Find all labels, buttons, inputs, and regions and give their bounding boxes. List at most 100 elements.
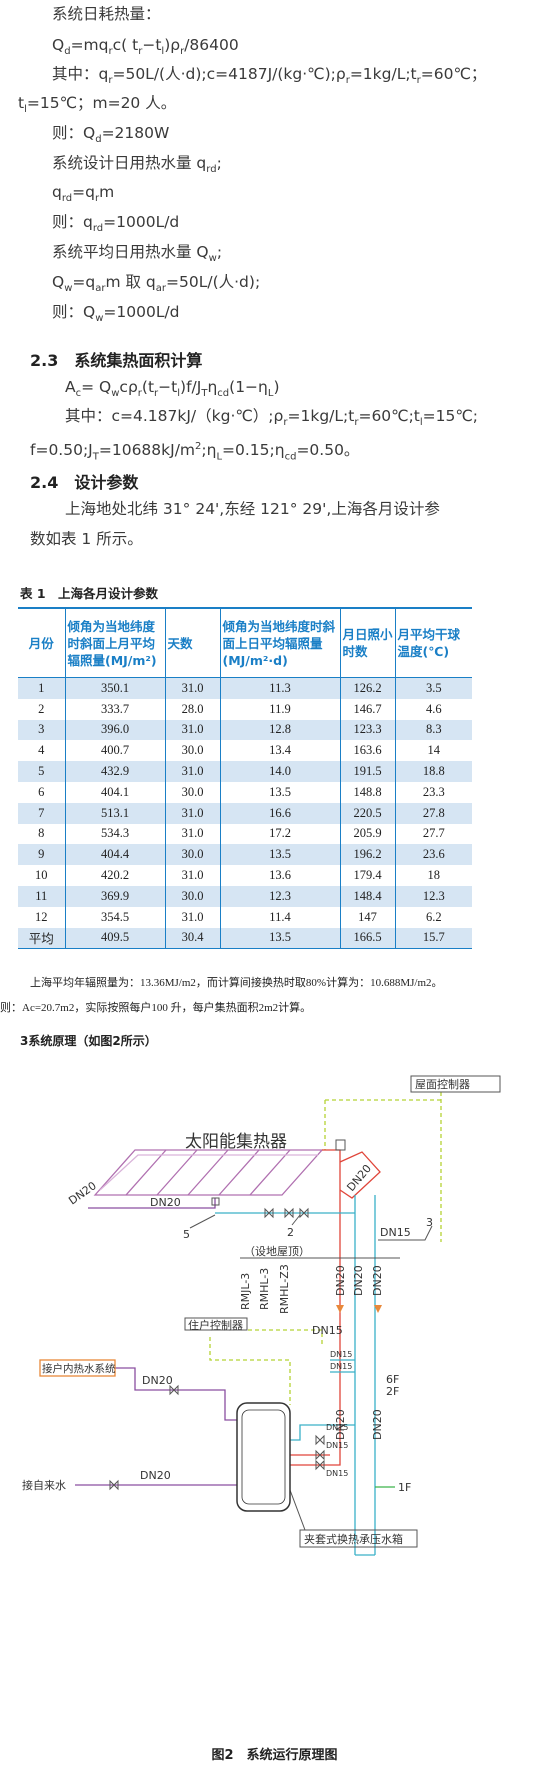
label: DN20 xyxy=(344,1162,374,1194)
column-header: 月份 xyxy=(18,607,65,678)
table-cell: 31.0 xyxy=(164,823,220,845)
text-run: =1kg/L;t xyxy=(287,407,355,425)
subscript: w xyxy=(208,253,217,265)
text-run: Q xyxy=(52,273,65,291)
label: 1F xyxy=(398,1481,411,1494)
subscript: d xyxy=(95,134,102,146)
text-run: =60℃;t xyxy=(358,407,420,425)
table-cell: 27.7 xyxy=(394,823,472,845)
text-run: 则：q xyxy=(52,213,93,231)
label: 5 xyxy=(183,1228,190,1241)
label: DN20 xyxy=(371,1265,384,1296)
text-run: /86400 xyxy=(184,36,239,54)
text-run: = Q xyxy=(81,378,112,396)
subscript: r xyxy=(180,46,185,58)
text-run: m 取 q xyxy=(105,273,156,291)
column-header: 月日照小时数 xyxy=(339,607,395,678)
text-run: q xyxy=(52,183,62,201)
table-row: 3 396.0 31.0 12.8 123.3 8.3 xyxy=(18,719,472,741)
label: 太阳能集热器 xyxy=(185,1132,287,1152)
text-run: =1000L/d xyxy=(103,213,180,231)
subscript: r xyxy=(94,193,100,205)
subscript: l xyxy=(24,104,27,116)
text-run: 其中：q xyxy=(52,65,109,83)
text-line: 系统设计日用热水量 qrd; xyxy=(52,153,222,180)
table-cell: 15.7 xyxy=(394,927,472,950)
text-run: =q xyxy=(72,273,96,291)
table-row: 11 369.9 30.0 12.3 148.4 12.3 xyxy=(18,885,472,907)
label: 6F xyxy=(386,1373,399,1386)
text-run: t xyxy=(18,94,25,112)
label: DN15 xyxy=(326,1441,348,1450)
text-run: =15℃；m=20 人。 xyxy=(26,94,177,112)
text-run: 其中：c=4.187kJ/（kg·℃）;ρ xyxy=(65,407,284,425)
table-cell: 123.3 xyxy=(339,719,395,741)
table-cell: 409.5 xyxy=(64,927,165,950)
text-line: 则：qrd=1000L/d xyxy=(52,212,179,239)
table-cell: 400.7 xyxy=(64,740,165,762)
table-cell: 6 xyxy=(38,784,45,799)
text-run: (t xyxy=(141,378,155,396)
table-cell: 13.5 xyxy=(219,927,340,950)
table-cell: 30.0 xyxy=(164,740,220,762)
table-cell: 30.4 xyxy=(164,927,220,950)
subscript: d xyxy=(64,46,71,58)
label: DN20 xyxy=(334,1409,347,1440)
label: DN20 xyxy=(140,1469,171,1482)
table-caption: 表 1 上海各月设计参数 xyxy=(20,586,159,601)
text-line: 其中：qr=50L/(人·d);c=4187J/(kg·℃);ρr=1kg/L;… xyxy=(52,64,486,91)
text-run: =2180W xyxy=(101,124,170,142)
text-line: 其中：c=4.187kJ/（kg·℃）;ρr=1kg/L;tr=60℃;tl=1… xyxy=(65,406,478,433)
table-cell: 31.0 xyxy=(164,865,220,886)
table-cell: 31.0 xyxy=(164,761,220,782)
text-run: =50L/(人·d);c=4187J/(kg·℃);ρ xyxy=(112,65,346,83)
column-header: 倾角为当地纬度时斜面上月平均辐照量(MJ/m²) xyxy=(64,607,165,678)
text-run: =1kg/L;t xyxy=(349,65,417,83)
label: DN20 xyxy=(334,1265,347,1296)
table-cell: 12.3 xyxy=(394,885,472,907)
table-cell: 12.8 xyxy=(219,719,340,741)
subscript: L xyxy=(267,388,274,400)
text-run: =15℃; xyxy=(422,407,478,425)
table-cell: 14 xyxy=(394,740,472,762)
table-cell: 432.9 xyxy=(64,761,165,782)
table-cell: 513.1 xyxy=(64,802,165,824)
label: DN15 xyxy=(326,1423,348,1432)
subscript: r xyxy=(108,46,113,58)
table-cell: 23.3 xyxy=(394,781,472,803)
text-line: 则：Qd=2180W xyxy=(52,123,169,150)
text-run: Q xyxy=(52,36,65,54)
text-run: (1−η xyxy=(229,378,268,396)
table-cell: 2 xyxy=(38,701,45,716)
text-run: η xyxy=(207,378,218,396)
table-row: 6 404.1 30.0 13.5 148.8 23.3 xyxy=(18,781,472,803)
subscript: T xyxy=(92,451,99,463)
heading-title: 设计参数 xyxy=(74,473,139,492)
text-line: 系统日耗热量： xyxy=(52,4,161,24)
table-row: 10 420.2 31.0 13.6 179.4 18 xyxy=(18,865,472,886)
subscript: r xyxy=(108,75,113,87)
text-line: 则：Qw=1000L/d xyxy=(52,302,180,329)
table-cell: 369.9 xyxy=(64,885,165,907)
text-line: Qd=mqrc( tr−tl)ρr/86400 xyxy=(52,35,239,62)
label: DN20 xyxy=(150,1196,181,1209)
subscript: r xyxy=(416,75,421,87)
table-cell: 7 xyxy=(18,802,65,824)
subscript: r xyxy=(138,46,143,58)
label: 3 xyxy=(426,1216,433,1229)
table-cell: 11.3 xyxy=(219,677,340,699)
table-cell: 196.2 xyxy=(339,844,395,866)
text-run: =0.50。 xyxy=(296,441,360,460)
text-run: cρ xyxy=(119,378,138,396)
label: DN20 xyxy=(371,1409,384,1440)
table-row: 2 333.7 28.0 11.9 146.7 4.6 xyxy=(18,698,472,720)
text-run: f=0.50;J xyxy=(30,441,93,460)
table-cell: 30.0 xyxy=(164,781,220,803)
table-cell: 平均 xyxy=(18,927,65,950)
table-cell: 11 xyxy=(18,885,65,907)
note: 上海平均年辐照量为：13.36MJ/m2，而计算间接换热时取80%计算为：10.… xyxy=(30,977,443,989)
text-run: 则：Q xyxy=(52,124,96,142)
label: 2F xyxy=(386,1385,399,1398)
table-cell: 1 xyxy=(18,677,65,699)
text-run: m xyxy=(99,183,115,201)
